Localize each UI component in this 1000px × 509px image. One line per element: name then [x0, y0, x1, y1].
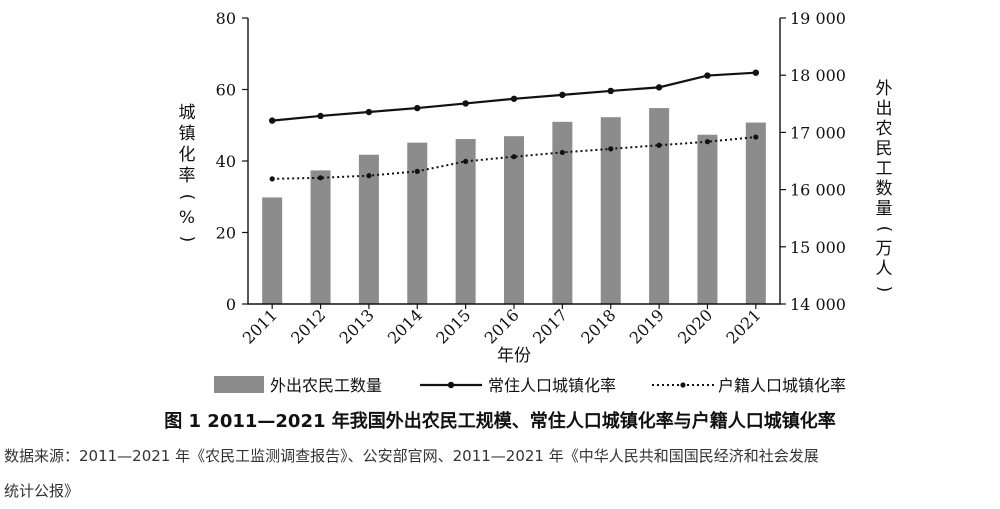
- right-tick-label: 19 000: [790, 9, 846, 28]
- x-tick-label: 2011: [239, 305, 281, 347]
- bar-2015: [455, 139, 476, 304]
- legend-label-dotted: 户籍人口城镇化率: [718, 376, 846, 395]
- y-axis-right-title-char: 外: [876, 79, 893, 99]
- x-tick-label: 2015: [432, 305, 474, 347]
- left-tick-label: 40: [216, 152, 236, 171]
- point-2-2020: [704, 139, 711, 145]
- legend-marker-solid: [447, 381, 455, 389]
- legend-label-solid: 常住人口城镇化率: [488, 376, 616, 395]
- bar-2018: [600, 117, 621, 304]
- y-axis-right-title: 外出农民工数量 ( 万人): [874, 79, 894, 292]
- legend-swatch-bar: [214, 376, 264, 393]
- point-1-2021: [752, 69, 760, 76]
- point-2-2017: [559, 149, 565, 156]
- point-2-2018: [608, 146, 614, 152]
- right-tick-label: 18 000: [790, 66, 846, 85]
- y-axis-right-title-char: ): [874, 286, 894, 293]
- point-1-2020: [704, 72, 711, 79]
- point-1-2011: [268, 117, 276, 124]
- x-tick-label: 2013: [336, 305, 378, 347]
- point-2-2013: [366, 173, 372, 179]
- point-1-2013: [365, 108, 373, 116]
- x-tick-label: 2018: [577, 305, 619, 347]
- bar-2014: [407, 142, 428, 304]
- bar-2012: [310, 170, 331, 304]
- point-1-2014: [414, 104, 421, 112]
- x-axis-title: 年份: [497, 346, 531, 366]
- point-1-2012: [317, 112, 324, 120]
- legend: 外出农民工数量 常住人口城镇化率 户籍人口城镇化率: [214, 376, 846, 395]
- y-axis-right-title-char: 数: [876, 179, 893, 199]
- y-axis-right-title-char: 工: [876, 159, 893, 179]
- left-tick-label: 0: [226, 295, 236, 314]
- y-axis-right-title-char: 人: [876, 259, 893, 279]
- left-tick-label: 80: [216, 9, 236, 28]
- y-axis-left-title-char: 镇: [179, 124, 196, 144]
- y-axis-left-title-char: (: [177, 194, 197, 201]
- x-tick-label: 2012: [287, 305, 329, 347]
- y-axis-right-title-char: 量: [876, 199, 893, 219]
- bar-2013: [358, 154, 379, 304]
- x-tick-label: 2019: [626, 305, 668, 347]
- right-tick-label: 17 000: [790, 123, 846, 142]
- right-tick-label: 16 000: [790, 181, 846, 200]
- y-axis-left-title-char: 化: [179, 145, 196, 165]
- point-1-2017: [559, 91, 566, 99]
- bar-2011: [262, 197, 283, 304]
- y-axis-right-title-char: (: [874, 226, 894, 233]
- point-2-2019: [656, 142, 662, 148]
- x-tick-label: 2016: [481, 305, 523, 347]
- y-axis-right-title-char: 出: [876, 99, 893, 119]
- point-2-2021: [753, 134, 759, 140]
- y-axis-left-title-char: %: [179, 208, 195, 228]
- point-2-2011: [269, 176, 275, 182]
- point-2-2012: [317, 175, 324, 181]
- point-2-2014: [414, 168, 420, 174]
- right-tick-label: 14 000: [790, 295, 846, 314]
- x-tick-label: 2014: [384, 305, 426, 347]
- source-note-line-2: 统计公报》: [4, 482, 79, 500]
- point-2-2016: [511, 154, 517, 160]
- x-tick-label: 2021: [722, 305, 764, 347]
- axes: 0 20 40 60 80 14 000 15 000 16 000 17 000 18 000 1…: [177, 9, 894, 366]
- right-tick-label: 15 000: [790, 238, 846, 257]
- bar-2020: [697, 134, 718, 304]
- bar-2016: [504, 136, 524, 304]
- point-1-2015: [462, 100, 469, 107]
- legend-label-bar: 外出农民工数量: [270, 376, 382, 395]
- x-tick-label: 2020: [674, 305, 716, 347]
- series-line-2: [272, 136, 756, 180]
- point-1-2016: [510, 95, 518, 102]
- x-tick-label: 2017: [529, 305, 571, 347]
- y-axis-left-title-char: 城: [179, 103, 196, 123]
- source-note-line-1: 数据来源：2011—2021 年《农民工监测调查报告》、公安部官网、2011—2…: [4, 447, 819, 465]
- y-axis-right-title-char: 民: [876, 139, 893, 159]
- point-1-2019: [655, 84, 663, 91]
- y-axis-right-title-char: 农: [876, 119, 893, 139]
- point-1-2018: [607, 87, 614, 95]
- bar-2017: [552, 121, 573, 305]
- left-tick-label: 60: [216, 81, 236, 100]
- point-2-2015: [463, 158, 469, 164]
- legend-marker-dotted: [680, 382, 686, 388]
- y-axis-left-title-char: 率: [179, 166, 196, 186]
- bar-2021: [745, 122, 766, 304]
- figure-caption: 图 1 2011—2021 年我国外出农民工规模、常住人口城镇化率与户籍人口城镇…: [164, 410, 836, 432]
- y-axis-left-title: 城镇化率 (%): [177, 103, 197, 242]
- plot-area: [262, 69, 766, 305]
- y-axis-left-title-char: ): [177, 236, 197, 243]
- bar-2019: [649, 108, 670, 304]
- left-tick-label: 20: [216, 224, 236, 243]
- y-axis-right-title-char: 万: [876, 239, 893, 259]
